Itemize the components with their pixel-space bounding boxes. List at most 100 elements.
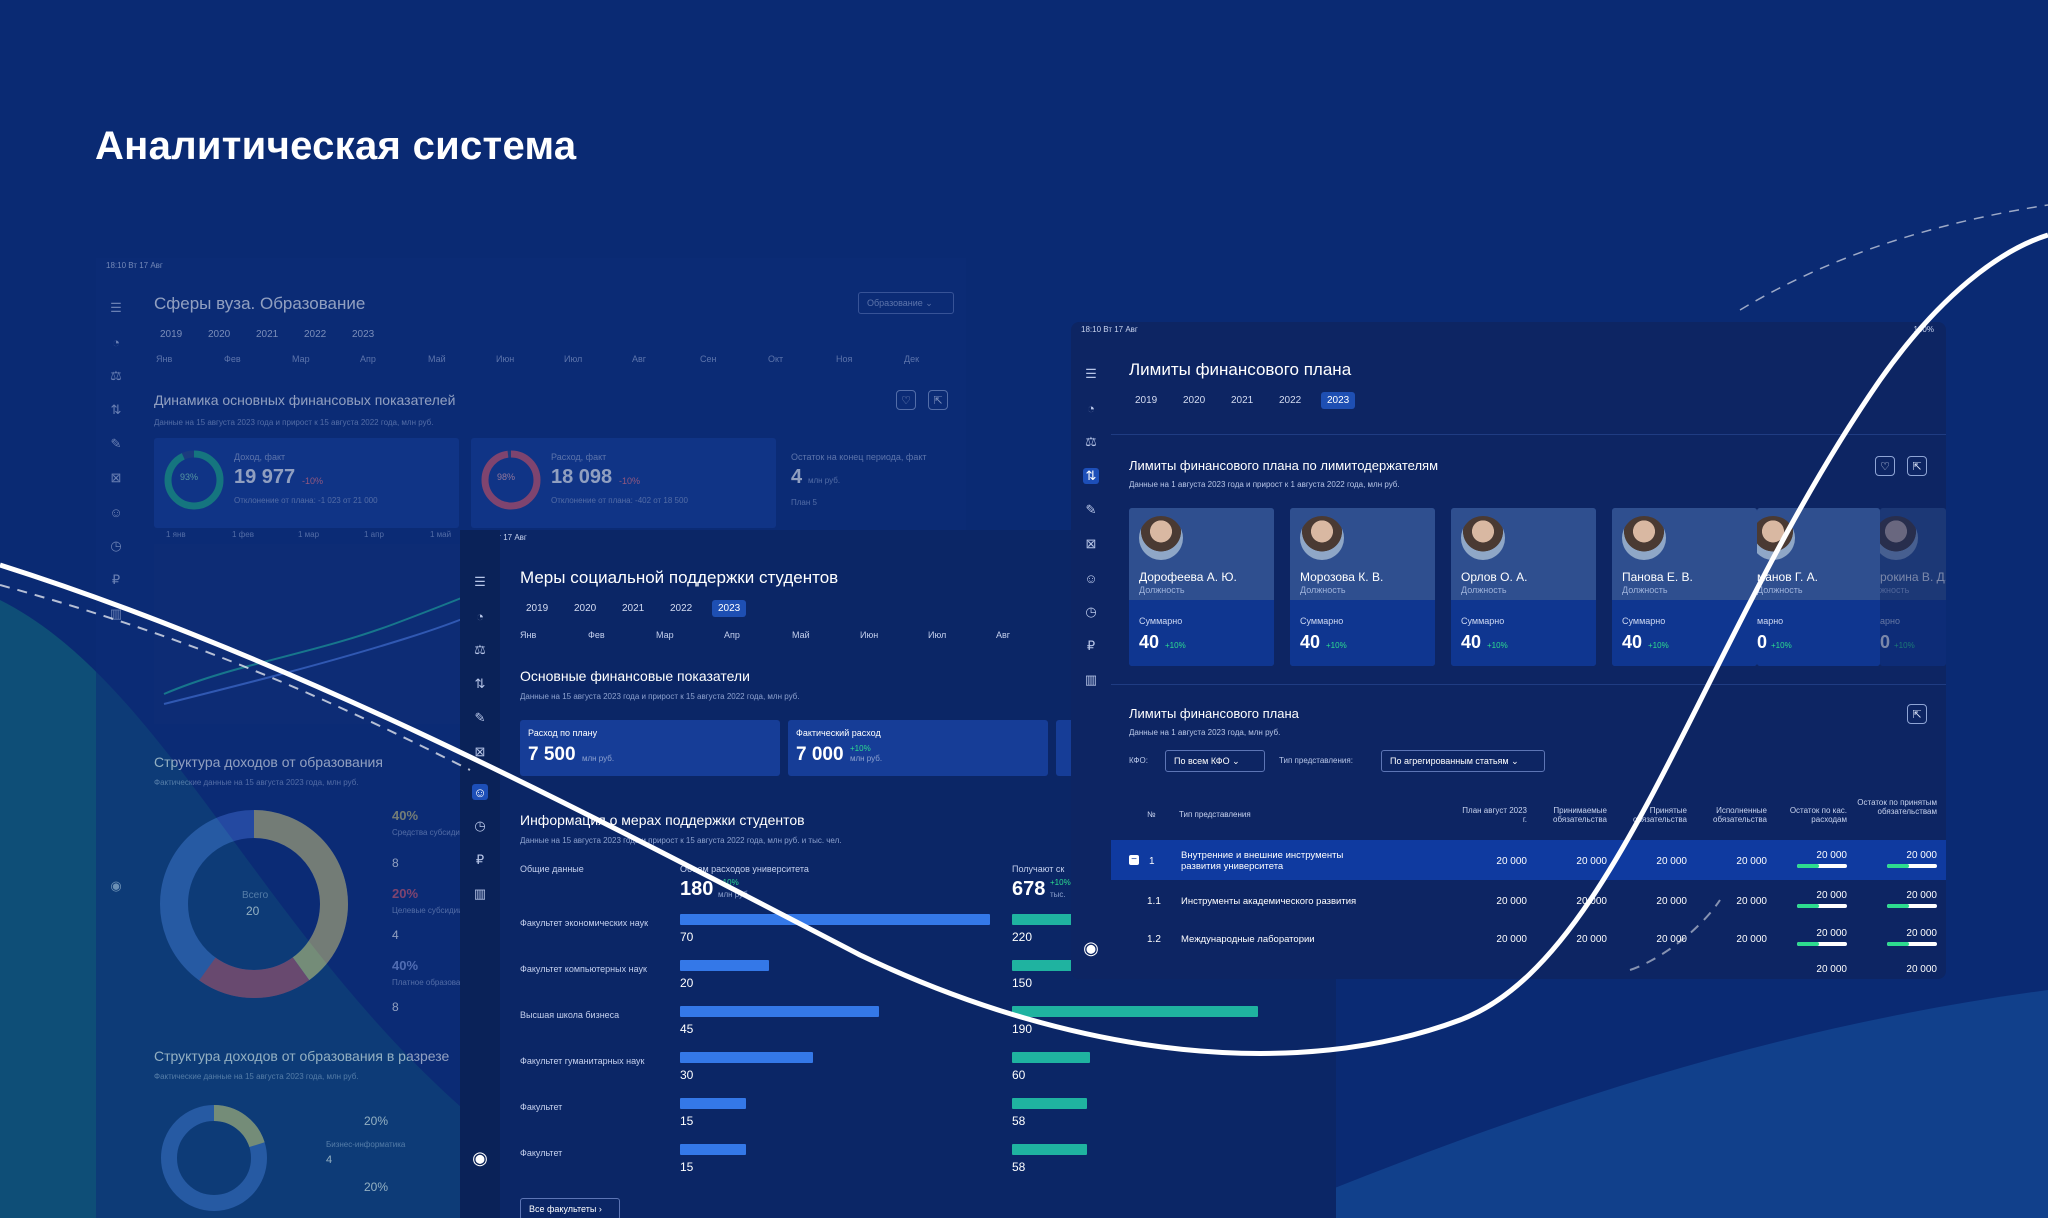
grid-icon[interactable]: ⊠ (474, 744, 486, 759)
recipients-bar[interactable] (1012, 1052, 1090, 1063)
grid-icon[interactable]: ⊠ (110, 470, 122, 485)
month[interactable]: Мар (292, 354, 310, 364)
month[interactable]: Июл (928, 630, 947, 640)
people-icon[interactable]: ☺ (109, 504, 123, 520)
person-card[interactable]: рокина В. Д. жность арно 0 +10% (1880, 508, 1946, 666)
year-2020[interactable]: 2020 (1183, 395, 1206, 406)
month[interactable]: Май (428, 354, 446, 364)
year-2019[interactable]: 2019 (526, 603, 549, 614)
ruble-icon[interactable]: ₽ (111, 572, 121, 587)
dashboard-icon[interactable]: ◔ (1087, 400, 1095, 416)
speed-icon[interactable]: ◷ (110, 538, 122, 553)
favorite-icon[interactable]: ♡ (1875, 456, 1895, 476)
user-avatar-icon[interactable]: ◉ (1083, 937, 1099, 958)
user-avatar-icon[interactable]: ◉ (110, 878, 122, 893)
month[interactable]: Мар (656, 630, 674, 640)
dashboard-icon[interactable]: ◔ (476, 608, 484, 624)
year-2020[interactable]: 2020 (574, 603, 597, 614)
spend-bar[interactable] (680, 914, 990, 925)
month[interactable]: Июн (496, 354, 515, 364)
sphere-dropdown[interactable]: Образование ⌄ (858, 292, 954, 314)
person-card[interactable]: Орлов О. А. Должность Суммарно 40 +10% (1451, 508, 1596, 666)
month[interactable]: Июн (860, 630, 879, 640)
month[interactable]: Фев (588, 630, 605, 640)
month[interactable]: Ноя (836, 354, 853, 364)
spend-bar[interactable] (680, 1006, 880, 1017)
view-type-dropdown[interactable]: По агрегированным статьям ⌄ (1381, 750, 1545, 772)
recipients-bar[interactable] (1012, 1006, 1259, 1017)
year-2021[interactable]: 2021 (256, 329, 279, 340)
person-card[interactable]: Дорофеева А. Ю. Должность Суммарно 40 +1… (1129, 508, 1274, 666)
building-icon[interactable]: ▥ (473, 886, 487, 901)
all-faculties-button[interactable]: Все факультеты › (520, 1198, 620, 1218)
month[interactable]: Янв (520, 630, 537, 640)
transfer-icon[interactable]: ⇅ (110, 402, 122, 417)
col-header-plan: План август 2023 г. (1462, 806, 1527, 824)
month[interactable]: Авг (632, 354, 647, 364)
menu-icon[interactable]: ☰ (1085, 366, 1097, 381)
user-avatar-icon[interactable]: ◉ (472, 1147, 488, 1168)
month[interactable]: Сен (700, 354, 717, 364)
dashboard-icon[interactable]: ◔ (112, 334, 120, 350)
clip-icon[interactable]: ✎ (1085, 502, 1097, 517)
year-2021[interactable]: 2021 (622, 603, 645, 614)
month[interactable]: Дек (904, 354, 920, 364)
balance-icon[interactable]: ⚖ (1085, 434, 1097, 449)
people-icon[interactable]: ☺ (472, 784, 488, 800)
balance-icon[interactable]: ⚖ (110, 368, 122, 383)
export-icon[interactable]: ⇱ (1907, 704, 1927, 724)
month[interactable]: Июл (564, 354, 583, 364)
person-card[interactable]: Морозова К. В. Должность Суммарно 40 +10… (1290, 508, 1435, 666)
year-2023[interactable]: 2023 (1321, 392, 1356, 409)
month[interactable]: Май (792, 630, 810, 640)
col-header-num[interactable]: № (1147, 810, 1156, 819)
menu-icon[interactable]: ☰ (110, 300, 122, 315)
people-icon[interactable]: ☺ (1084, 570, 1098, 586)
year-2022[interactable]: 2022 (304, 329, 327, 340)
year-2019[interactable]: 2019 (1135, 395, 1158, 406)
building-icon[interactable]: ▥ (109, 606, 123, 621)
menu-icon[interactable]: ☰ (474, 574, 486, 589)
month[interactable]: Апр (724, 630, 740, 640)
speed-icon[interactable]: ◷ (1085, 604, 1097, 619)
section-title: Динамика основных финансовых показателей (154, 392, 456, 408)
spend-bar[interactable] (680, 1052, 813, 1063)
kfo-dropdown[interactable]: По всем КФО ⌄ (1165, 750, 1265, 772)
year-2023[interactable]: 2023 (352, 329, 375, 340)
balance-icon[interactable]: ⚖ (474, 642, 486, 657)
export-icon[interactable]: ⇱ (1907, 456, 1927, 476)
month[interactable]: Окт (768, 354, 784, 364)
transfer-icon[interactable]: ⇅ (1083, 468, 1099, 484)
spend-bar[interactable] (680, 1144, 747, 1155)
export-icon[interactable]: ⇱ (928, 390, 948, 410)
year-2023[interactable]: 2023 (712, 600, 747, 617)
favorite-icon[interactable]: ♡ (896, 390, 916, 410)
transfer-icon[interactable]: ⇅ (474, 676, 486, 691)
sum-value: 40 (1300, 632, 1321, 652)
clip-icon[interactable]: ✎ (474, 710, 486, 725)
recipients-bar[interactable] (1012, 1098, 1088, 1109)
person-card[interactable]: Панова Е. В. Должность Суммарно 40 +10% (1612, 508, 1757, 666)
year-2019[interactable]: 2019 (160, 329, 183, 340)
month[interactable]: Апр (360, 354, 376, 364)
month[interactable]: Фев (224, 354, 241, 364)
building-icon[interactable]: ▥ (1084, 672, 1098, 687)
spend-bar[interactable] (680, 1098, 747, 1109)
grid-icon[interactable]: ⊠ (1085, 536, 1097, 551)
year-2022[interactable]: 2022 (1279, 395, 1302, 406)
month[interactable]: Авг (996, 630, 1011, 640)
year-2022[interactable]: 2022 (670, 603, 693, 614)
person-card[interactable]: манов Г. А. Должность марно 0 +10% (1757, 508, 1880, 666)
sum-label: марно (1757, 616, 1784, 626)
collapse-icon[interactable]: − (1129, 855, 1139, 865)
ruble-icon[interactable]: ₽ (1086, 638, 1096, 653)
col-header: Принятые обязательства (1633, 806, 1687, 824)
recipients-bar[interactable] (1012, 1144, 1088, 1155)
year-2021[interactable]: 2021 (1231, 395, 1254, 406)
clip-icon[interactable]: ✎ (110, 436, 122, 451)
month[interactable]: Янв (156, 354, 173, 364)
year-2020[interactable]: 2020 (208, 329, 231, 340)
ruble-icon[interactable]: ₽ (475, 852, 485, 867)
speed-icon[interactable]: ◷ (474, 818, 486, 833)
spend-bar[interactable] (680, 960, 769, 971)
